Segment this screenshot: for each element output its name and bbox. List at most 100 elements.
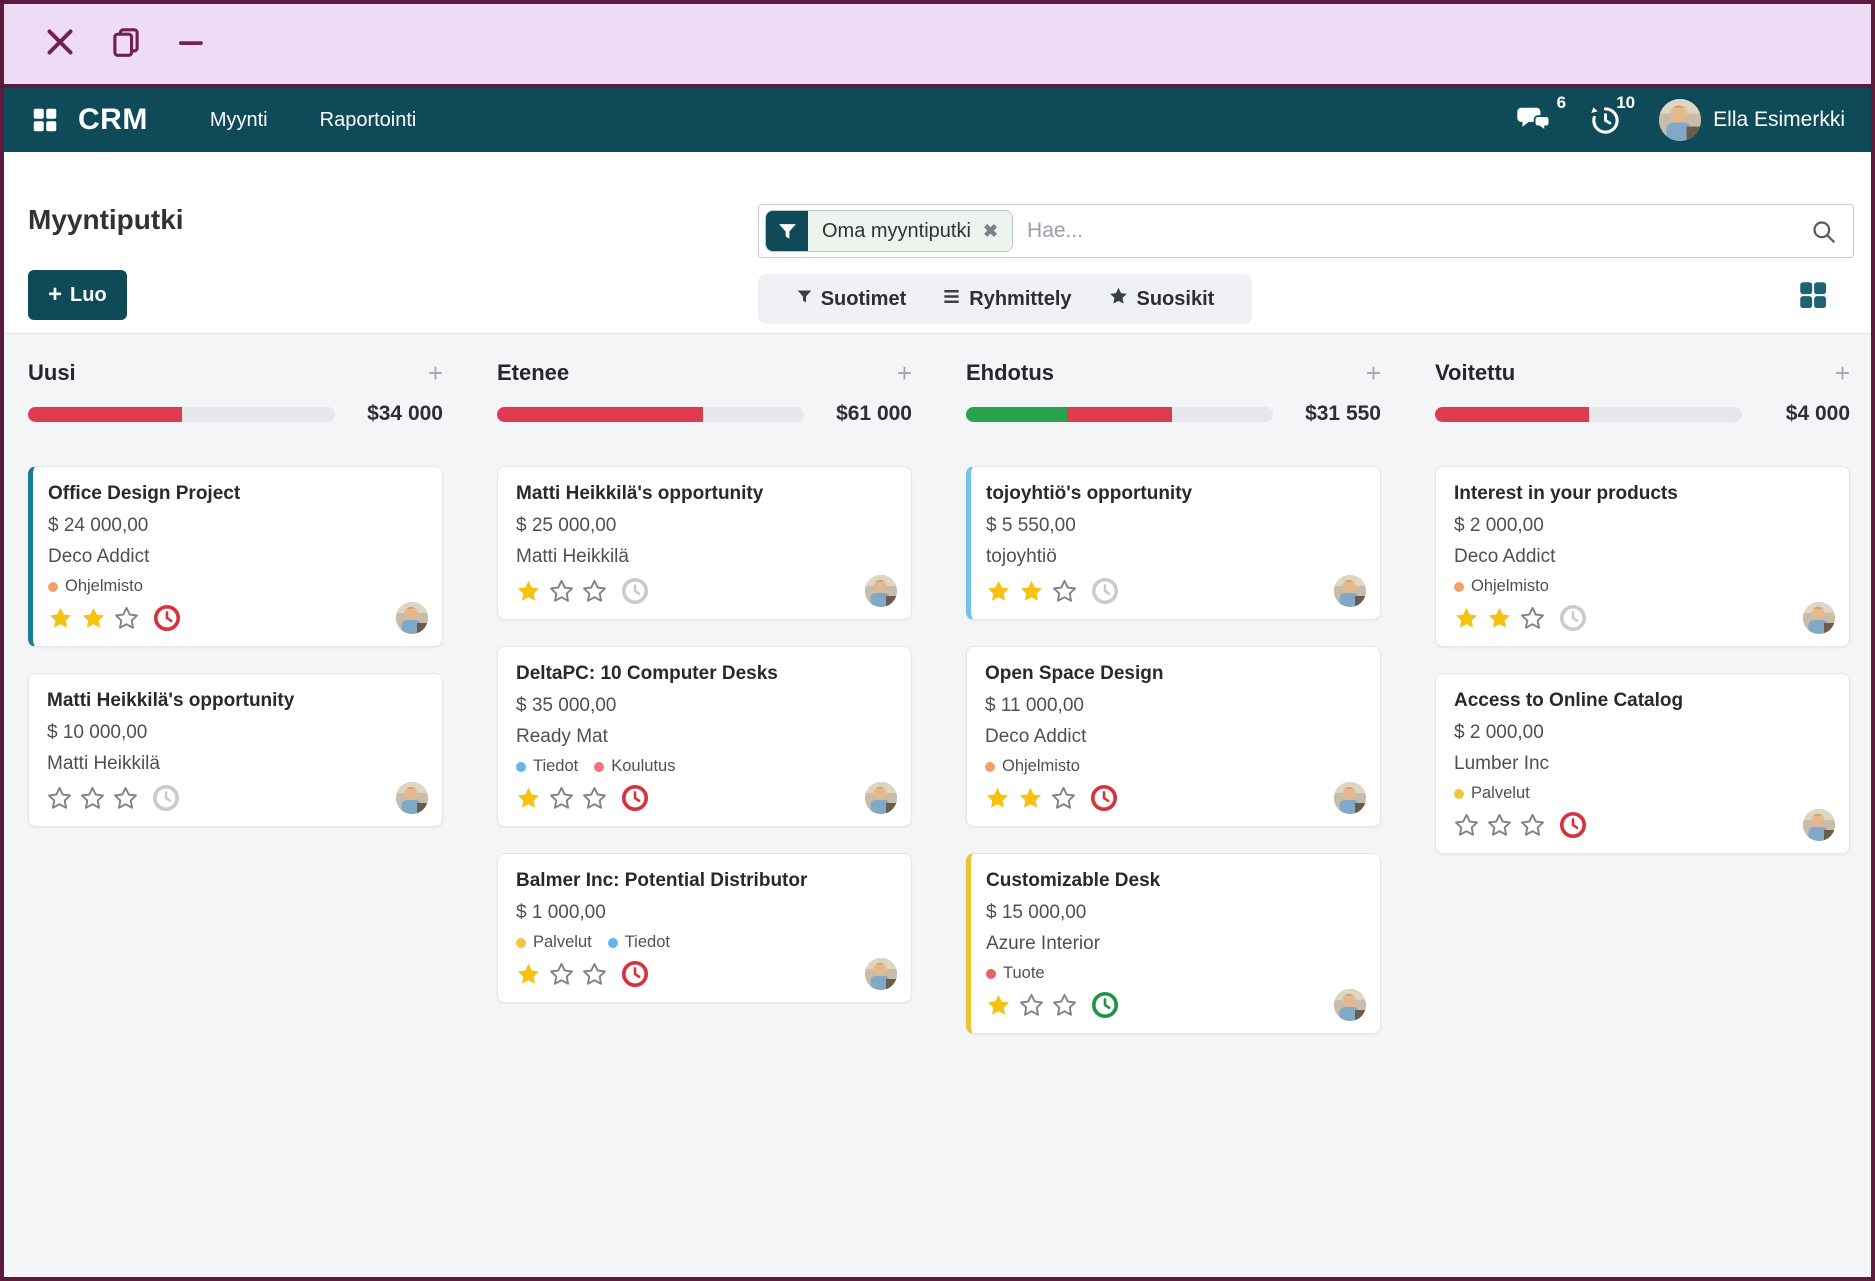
filter-chip-label: Oma myyntiputki <box>822 219 971 242</box>
star-empty-icon[interactable] <box>549 786 574 811</box>
suotimet-button[interactable]: Suotimet <box>796 288 906 311</box>
plus-icon: + <box>48 281 63 308</box>
progress-segment <box>966 406 1068 422</box>
star-empty-icon[interactable] <box>1520 606 1545 631</box>
card-partner: Deco Addict <box>48 546 150 567</box>
star-empty-icon[interactable] <box>1052 993 1077 1018</box>
tag-dot <box>516 937 526 948</box>
priority-stars <box>48 606 139 631</box>
card-meta-row <box>985 784 1362 812</box>
star-empty-icon[interactable] <box>113 786 138 811</box>
activity-clock-icon[interactable] <box>1090 784 1118 812</box>
star-filled-icon[interactable] <box>986 579 1011 604</box>
activity-clock-icon[interactable] <box>621 577 649 605</box>
user-menu[interactable]: Ella Esimerkki <box>1659 99 1845 141</box>
star-filled-icon[interactable] <box>516 962 541 987</box>
activity-clock-icon[interactable] <box>1091 577 1119 605</box>
restore-button[interactable] <box>104 22 148 66</box>
column-header: Etenee + <box>497 360 912 386</box>
create-button-label: Luo <box>70 283 107 306</box>
activity-clock-icon[interactable] <box>1559 811 1587 839</box>
star-filled-icon[interactable] <box>1019 579 1044 604</box>
star-empty-icon[interactable] <box>1454 813 1479 838</box>
kanban-card[interactable]: Matti Heikkilä's opportunity $ 10 000,00 M… <box>28 673 443 827</box>
star-empty-icon[interactable] <box>582 579 607 604</box>
card-expected-revenue: $ 1 000,00 <box>516 902 606 923</box>
apps-grid-icon[interactable] <box>30 105 60 135</box>
star-filled-icon[interactable] <box>81 606 106 631</box>
star-empty-icon[interactable] <box>549 579 574 604</box>
activity-clock-icon[interactable] <box>621 960 649 988</box>
activity-clock-icon[interactable] <box>1559 604 1587 632</box>
star-filled-icon[interactable] <box>1487 606 1512 631</box>
messages-bubble-icon[interactable]: 6 <box>1516 93 1566 135</box>
user-avatar <box>1659 99 1702 141</box>
star-filled-icon[interactable] <box>986 993 1011 1018</box>
add-record-icon[interactable]: + <box>427 358 443 388</box>
menu-item-raportointi[interactable]: Raportointi <box>319 108 417 131</box>
kanban-card[interactable]: Office Design Project $ 24 000,00 Deco Add… <box>28 466 443 647</box>
ryhmittely-button[interactable]: Ryhmittely <box>942 287 1072 312</box>
suosikit-button[interactable]: Suosikit <box>1108 286 1215 313</box>
activity-clock-icon[interactable] <box>153 604 181 632</box>
activity-clock-icon[interactable] <box>152 784 180 812</box>
activity-clock-icon[interactable]: 10 <box>1590 93 1635 136</box>
card-meta-row <box>516 577 893 605</box>
navbar-right: 6 10 Ella Esimerkki <box>1516 93 1845 141</box>
kanban-card[interactable]: Customizable Desk $ 15 000,00 Azure Interi… <box>966 853 1381 1034</box>
activity-clock-icon[interactable] <box>621 784 649 812</box>
tag-ohjelmisto: Ohjelmisto <box>985 757 1080 776</box>
add-record-icon[interactable]: + <box>1365 358 1381 388</box>
star-empty-icon[interactable] <box>1520 813 1545 838</box>
star-filled-icon[interactable] <box>48 606 73 631</box>
kanban-card[interactable]: Matti Heikkilä's opportunity $ 25 000,00 M… <box>497 466 912 620</box>
column-progress-row: $31 550 <box>966 402 1381 426</box>
star-filled-icon[interactable] <box>516 786 541 811</box>
app-navbar: CRM Myynti Raportointi 6 10 Ella Esimerkk… <box>4 88 1871 152</box>
star-filled-icon[interactable] <box>1018 786 1043 811</box>
menu-item-myynti[interactable]: Myynti <box>209 108 268 131</box>
add-record-icon[interactable]: + <box>1834 358 1850 388</box>
create-button[interactable]: + Luo <box>28 270 127 320</box>
kanban-card[interactable]: Balmer Inc: Potential Distributor $ 1 000… <box>497 853 912 1003</box>
salesperson-avatar <box>1334 782 1366 814</box>
close-button[interactable] <box>38 22 82 66</box>
star-empty-icon[interactable] <box>1051 786 1076 811</box>
star-empty-icon[interactable] <box>1487 813 1512 838</box>
column-progressbar[interactable] <box>966 406 1273 422</box>
tag-tiedot: Tiedot <box>516 757 578 776</box>
star-empty-icon[interactable] <box>1019 993 1044 1018</box>
star-empty-icon[interactable] <box>80 786 105 811</box>
column-progressbar[interactable] <box>1435 406 1742 422</box>
remove-filter-icon[interactable]: ✖ <box>982 220 999 241</box>
column-progressbar[interactable] <box>497 406 804 422</box>
star-filled-icon[interactable] <box>516 579 541 604</box>
search-bar[interactable]: Oma myyntiputki ✖ <box>758 204 1854 258</box>
kanban-card[interactable]: Open Space Design $ 11 000,00 Deco Addict O… <box>966 646 1381 827</box>
star-empty-icon[interactable] <box>549 962 574 987</box>
tag-label: Ohjelmisto <box>1002 757 1080 775</box>
star-empty-icon[interactable] <box>1052 579 1077 604</box>
star-empty-icon[interactable] <box>114 606 139 631</box>
star-filled-icon[interactable] <box>1454 606 1479 631</box>
add-record-icon[interactable]: + <box>896 358 912 388</box>
star-filled-icon[interactable] <box>985 786 1010 811</box>
salesperson-avatar <box>396 602 428 634</box>
card-partner: Ready Mat <box>516 726 608 747</box>
filter-chip[interactable]: Oma myyntiputki ✖ <box>765 210 1014 252</box>
kanban-card[interactable]: DeltaPC: 10 Computer Desks $ 35 000,00 Rea… <box>497 646 912 827</box>
star-empty-icon[interactable] <box>47 786 72 811</box>
column-progressbar[interactable] <box>28 406 335 422</box>
kanban-card[interactable]: Access to Online Catalog $ 2 000,00 Lumber… <box>1435 673 1850 854</box>
kanban-card[interactable]: tojoyhtiö's opportunity $ 5 550,00 tojoyht… <box>966 466 1381 620</box>
star-empty-icon[interactable] <box>582 786 607 811</box>
suosikit-label: Suosikit <box>1136 287 1215 310</box>
star-empty-icon[interactable] <box>582 962 607 987</box>
search-input[interactable] <box>1013 219 1810 243</box>
card-partner: Matti Heikkilä <box>47 753 160 774</box>
kanban-view-icon[interactable] <box>1796 278 1830 312</box>
minimize-button[interactable] <box>170 22 214 66</box>
search-icon[interactable] <box>1810 218 1837 245</box>
activity-clock-icon[interactable] <box>1091 991 1119 1019</box>
kanban-card[interactable]: Interest in your products $ 2 000,00 Deco … <box>1435 466 1850 647</box>
